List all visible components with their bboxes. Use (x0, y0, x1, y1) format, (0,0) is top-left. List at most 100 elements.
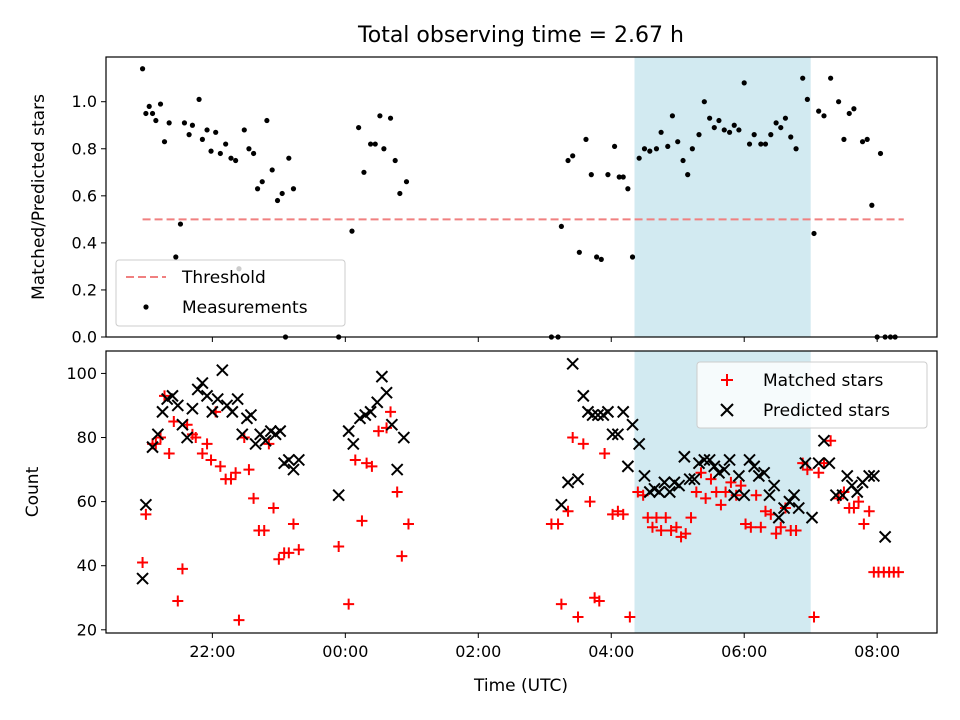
measurements-point (372, 141, 378, 147)
measurements-point (616, 174, 622, 180)
predicted-stars-point (566, 357, 579, 371)
predicted-stars-point (561, 476, 575, 489)
measurements-point (758, 141, 764, 147)
measurements-point (864, 136, 870, 142)
measurements-point (149, 110, 156, 117)
measurements-point (851, 106, 857, 112)
predicted-stars-point (703, 453, 716, 467)
predicted-stars-point (632, 437, 646, 451)
matched-stars-point (402, 518, 414, 530)
predicted-stars-point (211, 392, 224, 406)
measurements-point (189, 122, 196, 128)
predicted-stars-point (621, 460, 635, 473)
matched-stars-point (695, 467, 707, 479)
measurements-point (620, 174, 626, 180)
matched-stars-point (685, 512, 697, 524)
matched-stars-point (577, 438, 589, 450)
top-legend-box (115, 259, 346, 327)
measurements-point (173, 254, 179, 260)
measurements-point (181, 120, 188, 126)
matched-stars-point (863, 505, 875, 517)
measurements-point (841, 136, 847, 142)
predicted-stars-point (763, 488, 776, 502)
measurements-point (625, 186, 631, 192)
measurements-point (166, 120, 172, 126)
matched-stars-point (137, 557, 149, 568)
predicted-stars-point (728, 488, 741, 502)
predicted-stars-point (678, 450, 691, 463)
matched-stars-point (813, 467, 825, 479)
matched-stars-point (660, 512, 672, 524)
bottom-y-tick-label: 40 (77, 556, 97, 575)
bottom-x-tick-label: 22:00 (189, 642, 235, 661)
chart-title: Total observing time = 2.67 h (357, 23, 684, 48)
measurements-point (846, 110, 852, 117)
measurements-point (377, 113, 383, 119)
predicted-stars-point (166, 389, 179, 403)
measurements-point (782, 115, 789, 121)
matched-stars-point (725, 476, 737, 488)
measurements-point (259, 179, 265, 185)
predicted-stars-point (364, 405, 377, 419)
predicted-stars-point (146, 440, 159, 454)
predicted-stars-point (743, 453, 756, 467)
measurements-point (726, 129, 733, 135)
measurements-point (349, 228, 355, 234)
measurements-point (228, 155, 234, 161)
measurements-point (762, 141, 769, 147)
measurements-point (397, 190, 403, 197)
predicted-stars-point (191, 383, 204, 396)
matched-stars-point (243, 464, 255, 476)
matched-stars-point (853, 496, 865, 508)
measurements-point (605, 172, 611, 178)
measurements-point (751, 132, 757, 138)
predicted-stars-point (591, 408, 605, 422)
predicted-stars-point (878, 530, 892, 544)
predicted-stars-point (611, 428, 625, 441)
matched-stars-point (624, 611, 636, 623)
predicted-stars-point (371, 396, 384, 409)
predicted-stars-point (617, 405, 630, 419)
matched-stars-point (680, 528, 692, 540)
predicted-stars-point (347, 437, 360, 451)
matched-stars-point (201, 438, 213, 450)
measurements-point (279, 190, 285, 197)
matched-stars-point (287, 518, 299, 530)
predicted-stars-point (259, 434, 272, 447)
bottom-y-tick-label: 60 (77, 492, 97, 511)
measurements-point (356, 124, 362, 131)
measurements-point (576, 249, 582, 255)
measurements-point (146, 103, 152, 110)
measurements-point (264, 117, 270, 124)
measurements-point (161, 139, 168, 145)
matched-stars-point (230, 467, 242, 479)
predicted-stars-point (176, 418, 189, 431)
predicted-stars-point (812, 456, 825, 470)
measurements-point (367, 141, 374, 147)
matched-stars-point (562, 505, 574, 517)
bottom-x-tick-label: 06:00 (721, 642, 767, 661)
predicted-stars-point (862, 469, 876, 483)
measurements-point (588, 172, 594, 178)
matched-stars-point (655, 524, 667, 536)
predicted-stars-point (216, 364, 229, 377)
predicted-stars-point (606, 428, 619, 441)
top-y-tick-label: 1.0 (72, 92, 97, 111)
measurements-point (381, 146, 387, 152)
predicted-stars-point (652, 485, 666, 499)
predicted-stars-point (723, 453, 736, 467)
predicted-stars-point (626, 418, 639, 431)
measurements-point (629, 254, 636, 260)
predicted-stars-point (683, 472, 696, 486)
measurements-point (594, 254, 600, 260)
matched-legend-label: Matched stars (763, 371, 883, 391)
measurements-point (139, 66, 146, 72)
matched-stars-point (233, 614, 245, 626)
measurements-point (290, 186, 297, 192)
measurements-point (828, 75, 834, 81)
bottom-x-tick-label: 04:00 (588, 642, 634, 661)
bottom-y-tick-label: 80 (77, 428, 97, 447)
predicted-stars-point (380, 386, 393, 399)
matched-stars-point (825, 435, 837, 447)
matched-stars-point (790, 524, 802, 536)
